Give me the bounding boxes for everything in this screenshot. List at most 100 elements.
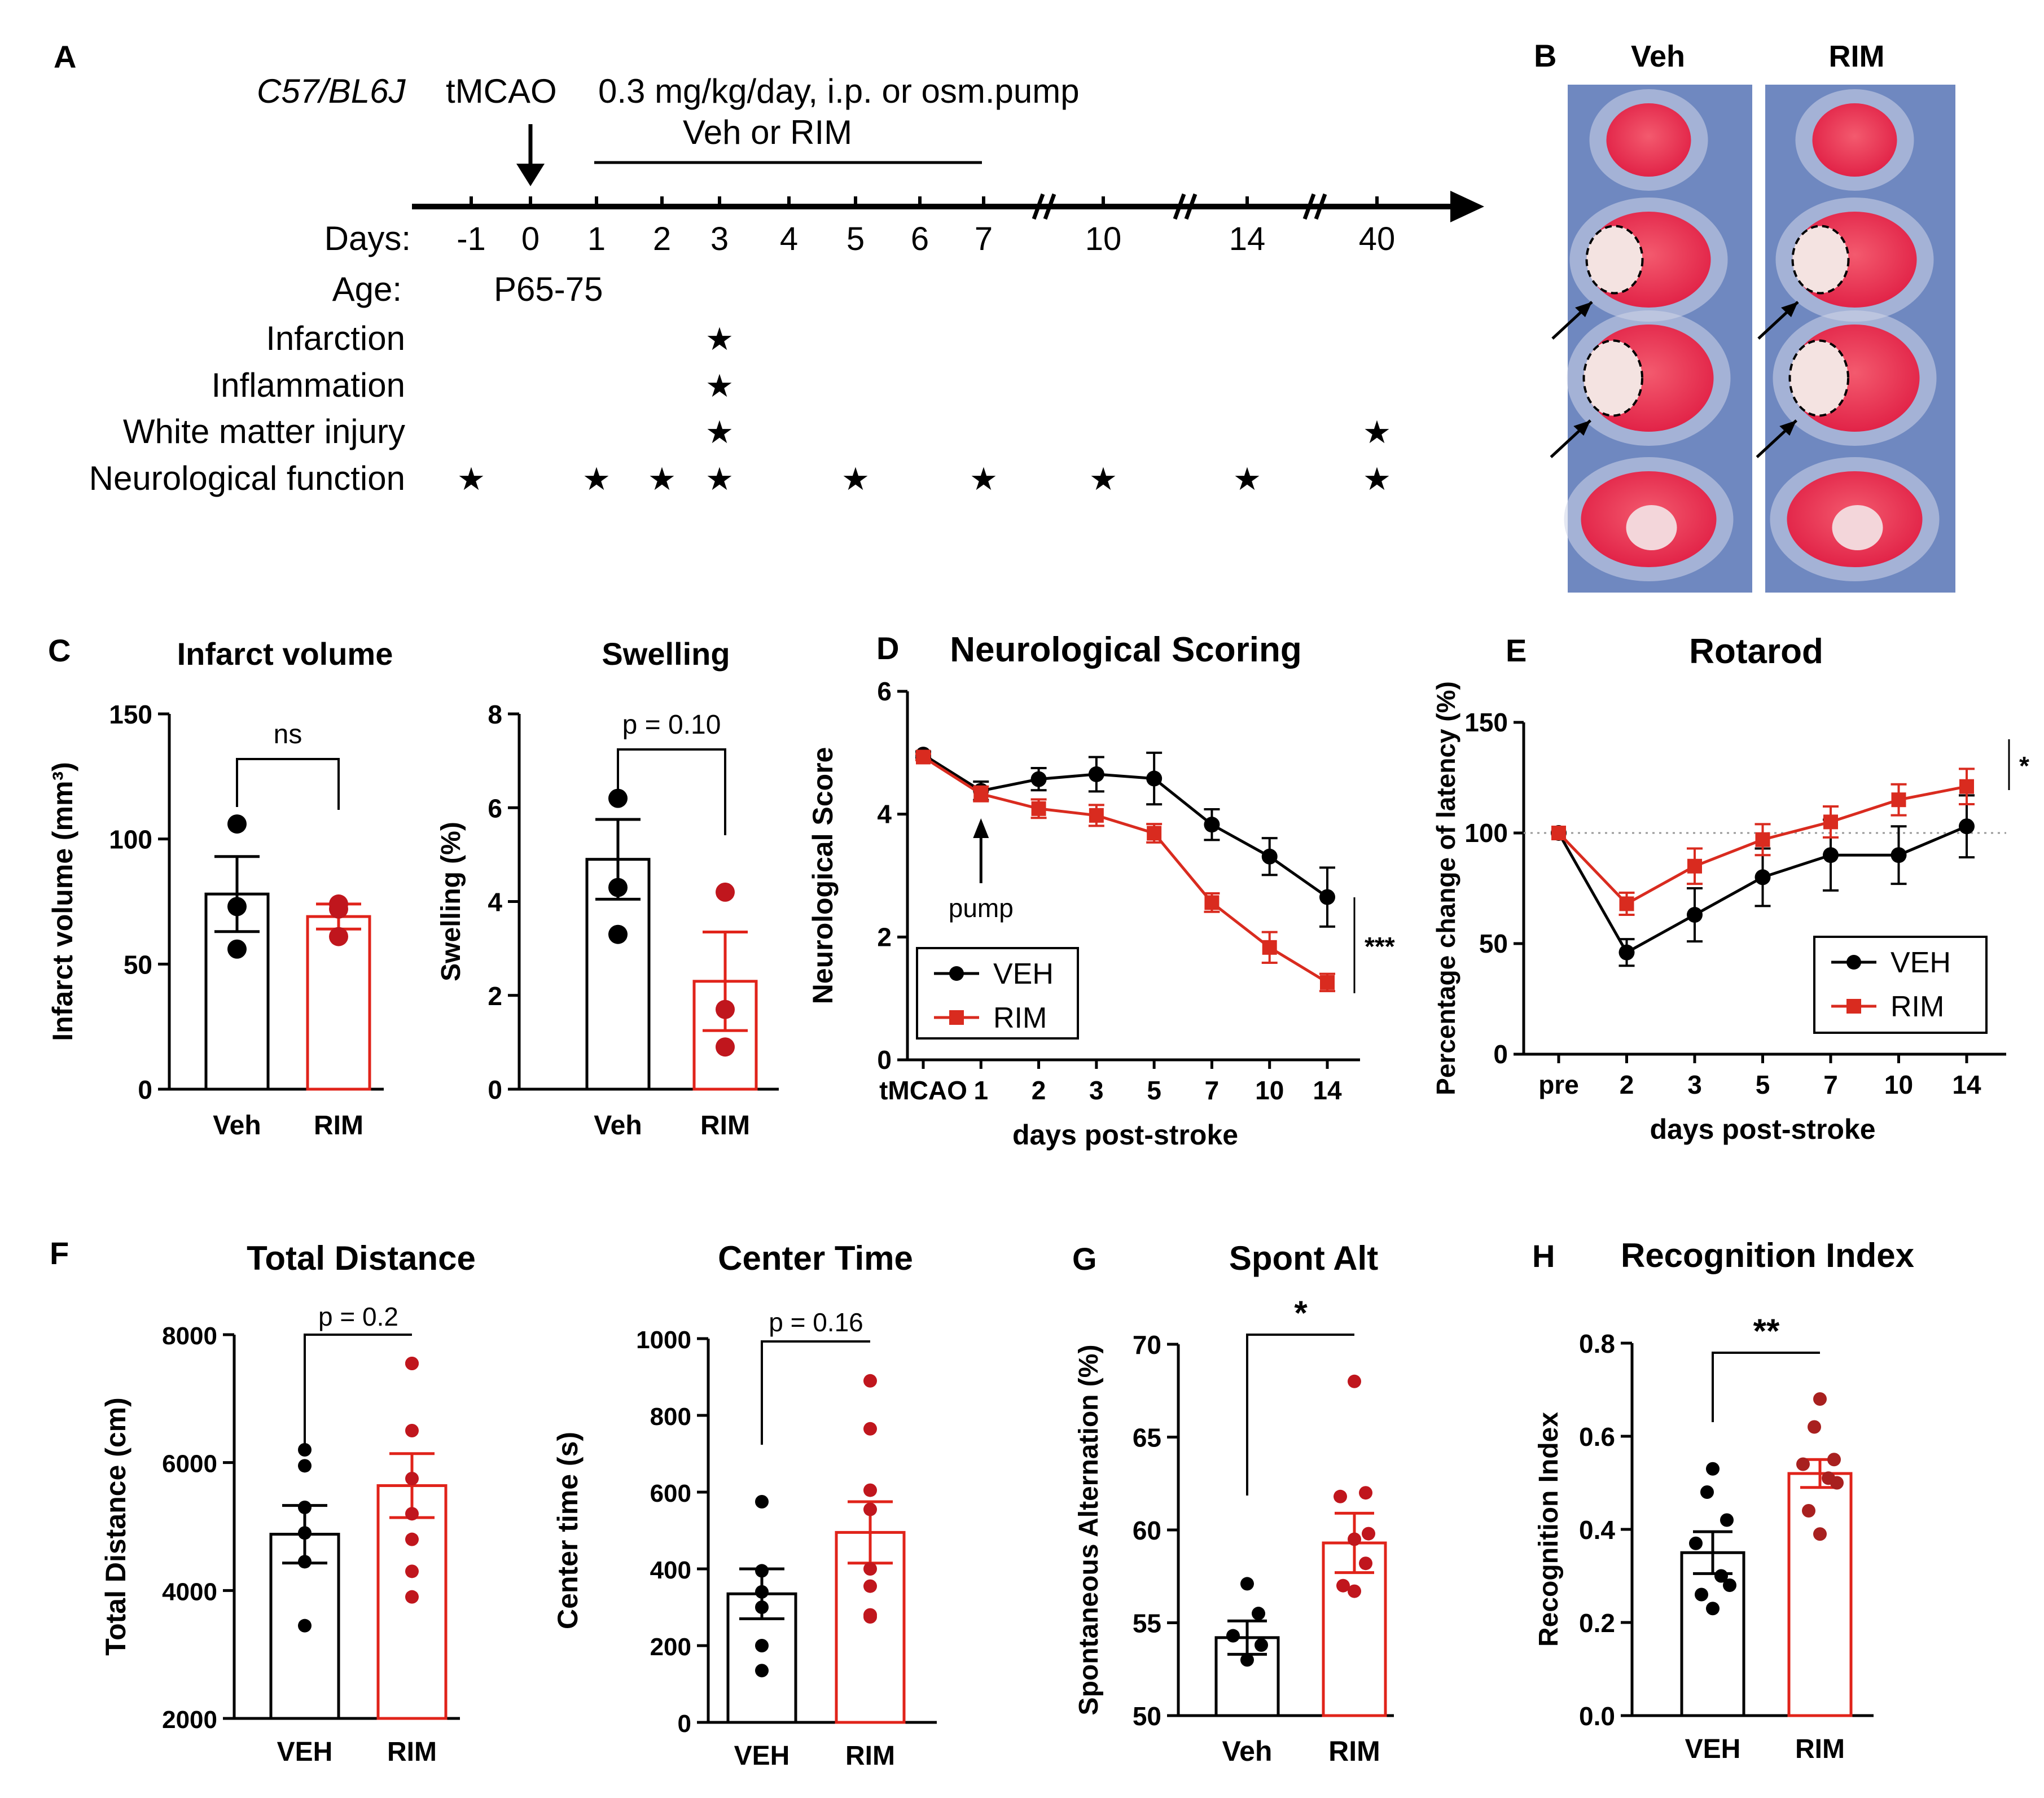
days-label: Days: — [324, 220, 411, 257]
data-point — [973, 786, 989, 801]
y-axis-label: Infarct volume (mm³) — [47, 762, 78, 1041]
significance-label: ** — [1753, 1312, 1780, 1350]
significance-label: p = 0.16 — [769, 1308, 863, 1337]
data-point — [1802, 1504, 1815, 1518]
category-label: Veh — [213, 1111, 261, 1141]
bar — [1787, 1472, 1853, 1717]
data-point — [1252, 1607, 1265, 1621]
data-point — [608, 878, 628, 897]
y-tick-label: 1000 — [636, 1326, 691, 1354]
data-point — [863, 1610, 877, 1624]
event-label: tMCAO — [446, 72, 557, 110]
significance-bracket — [236, 758, 340, 810]
data-point — [1689, 1536, 1703, 1550]
y-tick-label: 50 — [1133, 1701, 1161, 1731]
chart-total-distance: F Total Distance 2000 4000 6000 8000 Total Dis… — [50, 1235, 476, 1767]
data-point — [1240, 1653, 1254, 1667]
panel-b-col-rim: RIM — [1829, 40, 1885, 73]
data-point — [1088, 766, 1104, 782]
category-label: Veh — [594, 1111, 642, 1141]
data-point — [608, 924, 628, 944]
significance-bracket — [761, 1340, 870, 1445]
data-point — [298, 1459, 312, 1473]
y-axis-label: Spontaneous Alternation (%) — [1074, 1345, 1104, 1716]
data-point — [1706, 1602, 1720, 1616]
x-tick-label: pre — [1538, 1070, 1579, 1099]
y-axis-label: Total Distance (cm) — [100, 1397, 131, 1656]
data-point — [1891, 847, 1907, 863]
panel-a-label: A — [54, 39, 76, 74]
y-tick-label: 6 — [488, 793, 502, 823]
data-point — [1359, 1556, 1372, 1571]
x-tick-label: 1 — [973, 1076, 988, 1105]
data-point — [405, 1424, 419, 1437]
y-tick-label: 0.2 — [1579, 1608, 1615, 1638]
chart-title: Spont Alt — [1229, 1239, 1378, 1277]
y-tick-label: 0.8 — [1579, 1329, 1615, 1358]
axis-break-mark — [1032, 193, 1045, 220]
data-point — [716, 999, 735, 1019]
timeline-day-label: 14 — [1229, 221, 1266, 257]
x-tick-label: 3 — [1089, 1076, 1104, 1105]
axis-break-mark — [1043, 193, 1056, 220]
outcome-star: ★ — [1363, 414, 1391, 450]
x-tick-label: 5 — [1147, 1076, 1161, 1105]
data-point — [1813, 1392, 1827, 1406]
data-point — [1827, 1453, 1841, 1467]
outcome-star: ★ — [457, 461, 485, 497]
timeline-day-label: 2 — [653, 221, 671, 257]
brain-section — [1606, 103, 1691, 177]
outcome-label: Inflammation — [212, 366, 405, 404]
y-tick-label: 100 — [109, 825, 152, 854]
y-tick-label: 150 — [1464, 708, 1508, 737]
y-tick-label: 8 — [488, 700, 502, 729]
data-point — [1240, 1577, 1254, 1591]
data-point — [755, 1639, 769, 1652]
y-tick-label: 8000 — [162, 1322, 217, 1350]
outcome-label: White matter injury — [123, 413, 405, 450]
data-point — [1755, 832, 1770, 847]
data-point — [1706, 1462, 1720, 1476]
category-label: VEH — [734, 1741, 790, 1771]
y-tick-label: 65 — [1133, 1423, 1161, 1453]
timeline-day-labels: -1 0 1 2 3 4 5 6 7 10 14 40 — [457, 221, 1395, 257]
data-point — [298, 1526, 312, 1540]
significance-label: p = 0.2 — [318, 1302, 398, 1331]
data-point — [405, 1564, 419, 1578]
timeline-arrow-head — [1450, 191, 1484, 222]
timeline-day-label: 1 — [587, 221, 606, 257]
data-point — [1796, 1457, 1810, 1471]
data-point — [1754, 869, 1771, 885]
infarct-arrow-head — [1779, 420, 1797, 436]
chart-title: Neurological Scoring — [950, 630, 1302, 669]
legend-label: RIM — [1891, 990, 1944, 1023]
data-point — [298, 1619, 312, 1633]
infarct-arrow-head — [1573, 420, 1591, 436]
infarct-arrow-head — [1575, 302, 1592, 317]
timeline-day-label: 0 — [521, 221, 539, 257]
axis-break-mark — [1173, 193, 1186, 220]
data-point — [1959, 779, 1974, 794]
data-point — [1146, 770, 1163, 787]
data-point — [1700, 1485, 1714, 1499]
chart-title: Total Distance — [247, 1239, 476, 1277]
panel-b-brain-sections: B Veh RIM — [1534, 38, 1955, 593]
treatment-line1: 0.3 mg/kg/day, i.p. or osm.pump — [598, 72, 1080, 110]
data-point — [1255, 1638, 1268, 1652]
series-line — [922, 753, 1328, 898]
y-tick-label: 600 — [650, 1480, 691, 1507]
chart-neurological-scoring: D Neurological Scoring 0 2 4 6 tMCAO 1 2 3 5 7 10 14 N… — [807, 630, 1395, 1151]
x-tick-label: 7 — [1823, 1070, 1838, 1099]
y-tick-label: 70 — [1133, 1330, 1161, 1360]
data-point — [1619, 896, 1634, 911]
series-line — [922, 756, 1328, 984]
significance-bracket — [304, 1334, 412, 1456]
y-tick-label: 0.0 — [1579, 1701, 1615, 1731]
data-point — [1687, 907, 1703, 923]
strain-label: C57/BL6J — [257, 72, 406, 110]
data-point — [1336, 1578, 1350, 1593]
chart-title: Rotarod — [1689, 632, 1823, 671]
outcome-star: ★ — [1363, 461, 1391, 497]
data-point — [755, 1495, 769, 1508]
legend-marker — [1846, 955, 1861, 970]
